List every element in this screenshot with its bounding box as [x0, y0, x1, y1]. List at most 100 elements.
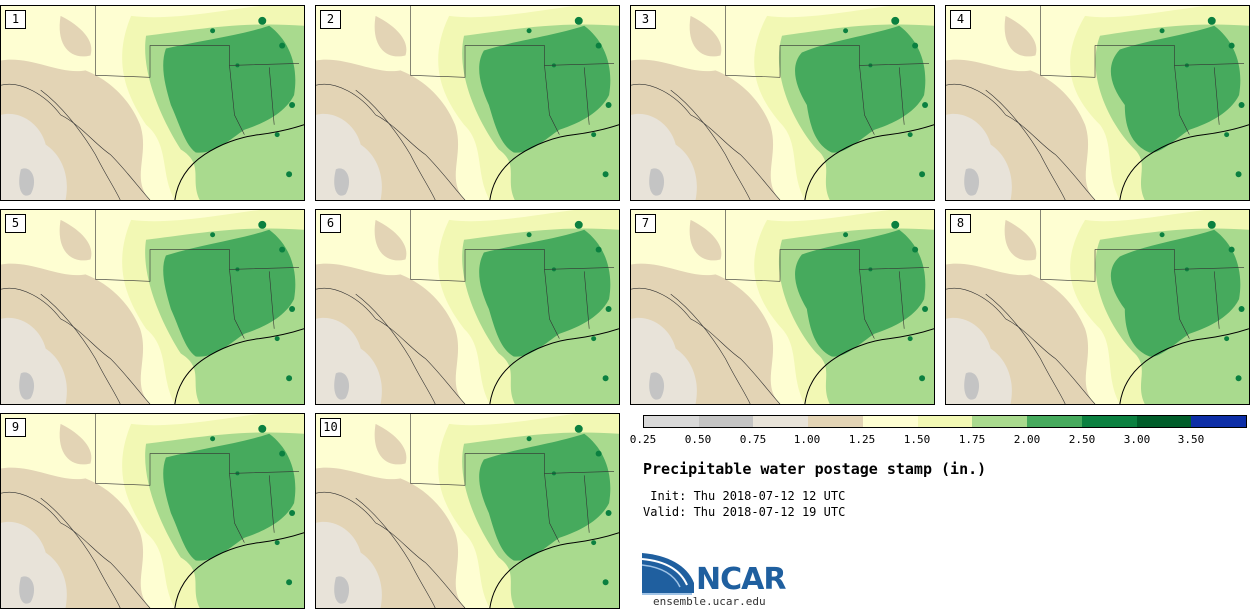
high-pw-blob [595, 246, 602, 253]
state-border [229, 473, 245, 543]
state-border [1040, 249, 1245, 282]
colorbar-tick-label: 2.00 [1013, 433, 1041, 446]
high-pw-blob [1159, 28, 1165, 34]
website-url: ensemble.ucar.edu [653, 595, 766, 608]
colorbar-tick-label: 0.50 [684, 433, 712, 446]
stamp-number: 6 [320, 214, 341, 233]
high-pw-core [479, 25, 611, 153]
high-pw-blob [912, 246, 919, 253]
high-pw-blob [258, 220, 267, 229]
colorbar-tick-label: 1.00 [793, 433, 821, 446]
high-pw-blob [1184, 267, 1189, 272]
very-dry-patch [19, 168, 35, 196]
state-border [40, 89, 121, 200]
state-border [985, 89, 1066, 200]
pw-map [631, 6, 934, 200]
country-border [316, 287, 466, 404]
high-pw-blob [258, 16, 267, 25]
init-time: Init: Thu 2018-07-12 12 UTC [643, 489, 846, 503]
country-border [1, 491, 151, 608]
high-pw-blob [258, 424, 267, 433]
very-dry-patch [649, 168, 665, 196]
colorbar-tick-label: 1.50 [903, 433, 931, 446]
high-pw-blob [912, 42, 919, 49]
high-pw-blob [907, 132, 913, 138]
high-pw-core [163, 25, 296, 153]
high-pw-blob [1184, 63, 1189, 68]
high-pw-blob [595, 42, 602, 49]
dry-patch [1004, 219, 1037, 261]
high-pw-blob [602, 375, 609, 382]
country-border [1, 83, 151, 200]
colorbar-tick-label: 0.75 [739, 433, 767, 446]
high-pw-blob [279, 246, 286, 253]
stamp-panel-9: 9 [0, 413, 305, 609]
stamp-panel-4: 4 [945, 5, 1250, 201]
very-dry-region [1, 113, 67, 200]
colorbar-segment [644, 416, 699, 427]
state-border [95, 453, 300, 486]
high-pw-blob [919, 171, 926, 178]
stamp-panel-1: 1 [0, 5, 305, 201]
state-border [898, 271, 905, 329]
state-border [725, 45, 930, 78]
state-border [985, 293, 1066, 404]
colorbar-segment [1136, 416, 1192, 427]
high-pw-blob [891, 16, 900, 25]
high-pw-blob [1238, 102, 1245, 108]
high-pw-blob [1238, 306, 1245, 312]
high-pw-blob [907, 336, 913, 342]
high-pw-blob [279, 450, 286, 457]
high-pw-blob [1228, 246, 1235, 253]
country-border [631, 287, 781, 404]
very-dry-patch [19, 576, 35, 604]
state-border [1040, 45, 1245, 78]
stamp-number: 2 [320, 10, 341, 29]
coastline [174, 328, 304, 404]
high-pw-blob [1228, 42, 1235, 49]
state-border [40, 497, 121, 608]
high-pw-blob [1235, 171, 1242, 178]
state-border [355, 89, 436, 200]
high-pw-blob [591, 540, 597, 546]
dry-patch [59, 423, 92, 465]
pw-map [631, 210, 934, 404]
high-pw-blob [286, 171, 293, 178]
high-pw-blob [595, 450, 602, 457]
coastline [489, 328, 619, 404]
high-pw-blob [289, 102, 296, 108]
pw-map [946, 210, 1249, 404]
state-border [859, 65, 875, 135]
high-pw-blob [922, 102, 929, 108]
country-border [946, 287, 1096, 404]
high-pw-blob [868, 267, 873, 272]
pw-map [946, 6, 1249, 200]
colorbar-tick-label: 0.25 [629, 433, 657, 446]
state-border [583, 271, 590, 329]
very-dry-patch [964, 372, 980, 400]
high-pw-blob [574, 16, 583, 25]
state-border [898, 67, 905, 125]
state-border [670, 89, 751, 200]
state-border [268, 67, 275, 125]
high-pw-blob [1207, 220, 1216, 229]
state-border [95, 249, 300, 282]
pw-map [1, 6, 304, 200]
high-pw-blob [1207, 16, 1216, 25]
chart-title: Precipitable water postage stamp (in.) [643, 460, 987, 478]
high-pw-core [163, 433, 296, 561]
state-border [583, 475, 590, 533]
high-pw-blob [210, 28, 216, 34]
coastline [489, 124, 619, 200]
state-border [40, 293, 121, 404]
very-dry-patch [649, 372, 665, 400]
very-dry-region [316, 317, 382, 404]
very-dry-region [946, 113, 1012, 200]
very-dry-region [946, 317, 1012, 404]
dry-patch [689, 15, 722, 57]
high-pw-core [479, 229, 611, 357]
high-pw-blob [274, 132, 280, 138]
ncar-logo-icon [642, 553, 694, 595]
stamp-panel-7: 7 [630, 209, 935, 405]
state-border [95, 45, 300, 78]
